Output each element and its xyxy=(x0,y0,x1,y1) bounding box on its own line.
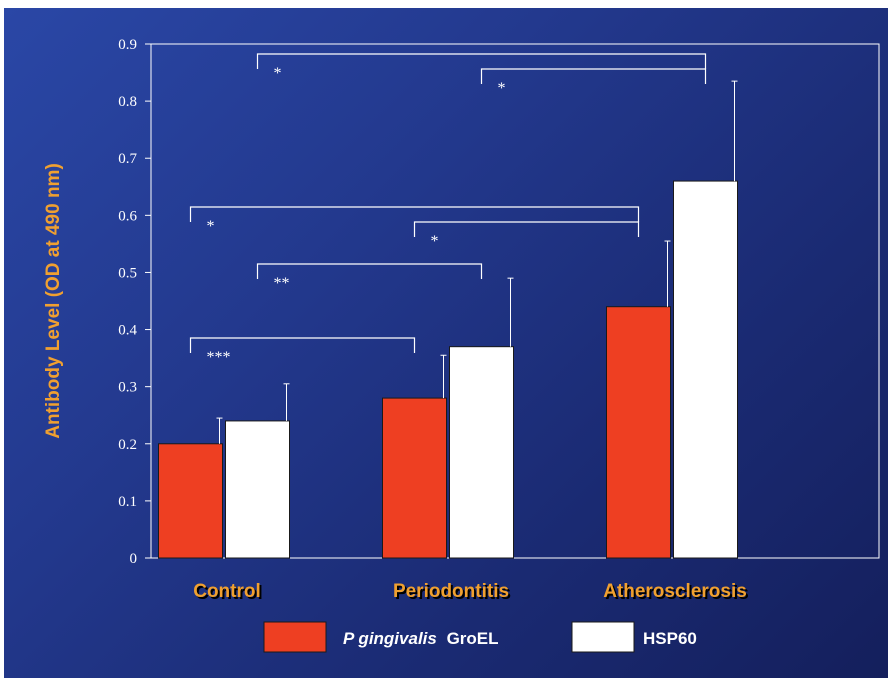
significance-bracket xyxy=(480,68,707,84)
bar-groel xyxy=(158,443,223,559)
chart-legend: P gingivalis GroEL HSP60 xyxy=(263,621,697,653)
category-label-shadow: Control xyxy=(195,583,263,604)
legend-label-hsp60: HSP60 xyxy=(643,629,697,648)
significance-bracket xyxy=(189,206,640,222)
significance-bracket xyxy=(256,53,707,69)
significance-marker: * xyxy=(431,233,439,250)
bar-hsp60 xyxy=(225,420,290,559)
plot-frame xyxy=(150,43,880,559)
significance-marker: *** xyxy=(207,349,231,366)
category-label: Control xyxy=(193,581,261,602)
bar-hsp60 xyxy=(673,180,738,559)
significance-brackets: ********* xyxy=(189,53,707,366)
significance-marker: * xyxy=(498,80,506,97)
significance-marker: * xyxy=(207,218,215,235)
y-tick-label: 0.7 xyxy=(118,151,137,167)
legend-swatch-hsp60 xyxy=(571,621,635,653)
bar-groel xyxy=(382,397,447,559)
legend-label-groel-italic: P gingivalis xyxy=(343,629,437,648)
legend-label-groel-rest: GroEL xyxy=(447,629,499,648)
y-tick-label: 0 xyxy=(130,551,138,567)
y-tick-label: 0.4 xyxy=(118,323,137,339)
y-axis-label: Antibody Level (OD at 490 nm) xyxy=(43,163,64,439)
bar-hsp60 xyxy=(449,346,514,559)
chart-axes: 0 0.1 0.2 0.3 0.4 0.5 0.6 0.7 0.8 0.9 xyxy=(118,37,880,567)
y-tick-label: 0.6 xyxy=(118,208,137,224)
category-label: Atherosclerosis xyxy=(603,581,747,602)
significance-marker: ** xyxy=(274,275,290,292)
y-tick-label: 0.8 xyxy=(118,94,137,110)
significance-bracket xyxy=(189,337,416,353)
bar-groel xyxy=(606,306,671,559)
category-label-shadow: Periodontitis xyxy=(395,583,511,604)
significance-bracket xyxy=(256,263,483,279)
bar-chart: 00.10.20.30.40.50.60.70.80.9 ********* C… xyxy=(43,37,880,653)
significance-marker: * xyxy=(274,65,282,82)
category-label: Periodontitis xyxy=(393,581,509,602)
legend-swatch-groel xyxy=(263,621,327,653)
category-label-shadow: Atherosclerosis xyxy=(605,583,749,604)
y-tick-label: 0.1 xyxy=(118,494,137,510)
significance-bracket xyxy=(413,221,640,237)
chart-panel: 0 0.1 0.2 0.3 0.4 0.5 0.6 0.7 0.8 0.9 *** ** * * * * C… xyxy=(4,8,888,678)
y-tick-label: 0.9 xyxy=(118,37,137,53)
y-tick-label: 0.3 xyxy=(118,380,137,396)
y-tick-label: 0.2 xyxy=(118,437,137,453)
chart-bars xyxy=(158,80,738,559)
y-tick-label: 0.5 xyxy=(118,265,137,281)
legend-label-groel: P gingivalis GroEL xyxy=(343,629,499,648)
